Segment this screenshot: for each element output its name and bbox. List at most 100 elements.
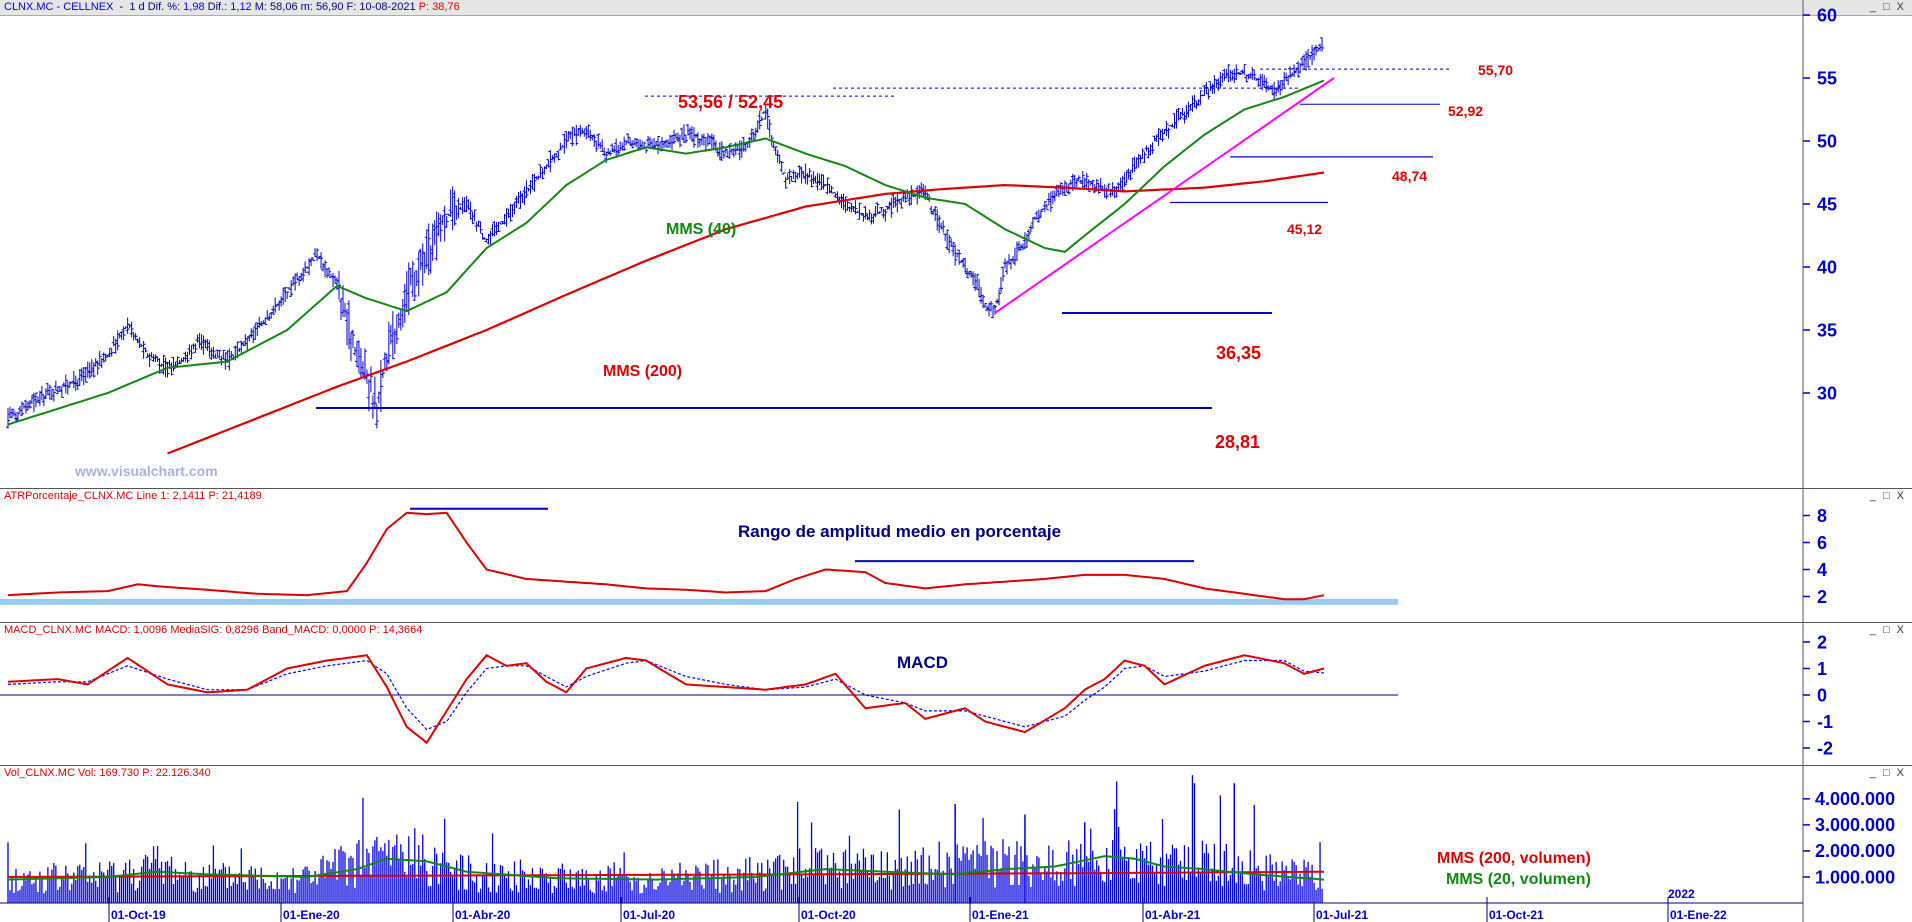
min-label: m: [300, 1, 313, 13]
y-tick-label: 2 [1817, 632, 1827, 652]
macd-title-p-value: 14,3664 [382, 624, 423, 636]
atr-pane-title: ATRPorcentaje_CLNX.MC Line 1: 2,1411 P: … [4, 490, 262, 502]
annotation-label: 45,12 [1287, 221, 1322, 237]
price-header-bar [0, 0, 1912, 16]
macd-line [7, 654, 1325, 745]
dif-pct-label: Dif. %: [147, 1, 181, 13]
y-tick-label: 30 [1817, 383, 1837, 403]
macd-chart[interactable]: 2 1 0 -1 -2 MACD [0, 623, 1912, 766]
volume-pane: Vol_CLNX.MC Vol: 169.730 P: 22.126.340 _… [0, 766, 1912, 922]
x-tick-label: 01-Oct-20 [801, 908, 856, 922]
vol-title-p: P: [142, 767, 153, 779]
volume-mms200-label: MMS (200, volumen) [1437, 850, 1591, 867]
price-pane-title: CLNX.MC - CELLNEX - 1 d Dif. %: 1,98 Dif… [4, 1, 460, 13]
vol-title-p-value: 22.126.340 [155, 767, 211, 779]
y-tick-label: 40 [1817, 257, 1837, 277]
annotation-label: MMS (40) [666, 221, 736, 238]
y-tick-label: 3.000.000 [1815, 815, 1895, 835]
y-tick-label: -1 [1817, 712, 1833, 732]
annotation-label: 36,35 [1216, 343, 1261, 363]
date-label: F: [346, 1, 357, 13]
annotation-label: 55,70 [1478, 62, 1513, 78]
volume-window-buttons[interactable]: _ □ X [1869, 767, 1906, 779]
vol-title-vol: Vol: [77, 767, 97, 779]
annotation-label: 48,74 [1392, 168, 1427, 184]
x-tick-label: 01-Ene-21 [972, 908, 1029, 922]
volume-pane-title: Vol_CLNX.MC Vol: 169.730 P: 22.126.340 [4, 767, 211, 779]
annotation-label: 53,56 / 52,45 [678, 92, 783, 112]
atr-title-name: ATRPorcentaje_CLNX.MC [4, 490, 134, 502]
y-tick-label: 6 [1817, 533, 1827, 553]
y-tick-label: 2 [1817, 587, 1827, 607]
price-chart[interactable]: 60 55 50 45 40 35 30 53,56 / 52,45 55,70 52,92 48,… [0, 0, 1912, 489]
volume-mms20-label: MMS (20, volumen) [1446, 871, 1591, 888]
macd-title-p: P: [369, 624, 380, 636]
symbol-name: CLNX.MC - CELLNEX [4, 1, 114, 13]
vol-title-vol-value: 169.730 [99, 767, 140, 779]
x-tick-label: 01-Jul-20 [623, 908, 675, 922]
x-tick-label: 01-Oct-21 [1489, 908, 1544, 922]
watermark: www.visualchart.com [74, 463, 218, 479]
price-window-buttons[interactable]: _ □ X [1869, 1, 1906, 13]
macd-pane-title: MACD_CLNX.MC MACD: 1,0096 MediaSIG: 0,82… [4, 624, 422, 636]
annotation-label: 52,92 [1448, 103, 1483, 119]
macd-title-macd: MACD: [95, 624, 131, 636]
atr-window-buttons[interactable]: _ □ X [1869, 490, 1906, 502]
mms200-line [167, 171, 1325, 455]
macd-title-sig-value: 0,8296 [225, 624, 259, 636]
x-tick-label: 01-Oct-19 [111, 908, 166, 922]
y-tick-label: -2 [1817, 738, 1833, 758]
macd-title-name: MACD_CLNX.MC [4, 624, 93, 636]
atr-title-p: P: [208, 490, 219, 502]
trendline [994, 77, 1335, 314]
volume-mms20-line [7, 855, 1325, 881]
y-tick-label: 2.000.000 [1815, 841, 1895, 861]
macd-title-macd-value: 1,0096 [133, 624, 168, 636]
date-value: 10-08-2021 [359, 1, 416, 13]
vol-title-name: Vol_CLNX.MC [4, 767, 75, 779]
macd-title-band-value: 0,0000 [332, 624, 367, 636]
macd-label: MACD [897, 653, 948, 672]
atr-title-p-value: 21,4189 [221, 490, 262, 502]
y-tick-label: 50 [1817, 131, 1837, 151]
annotation-label: MMS (200) [603, 363, 682, 380]
macd-window-buttons[interactable]: _ □ X [1869, 624, 1906, 636]
price-pane: CLNX.MC - CELLNEX - 1 d Dif. %: 1,98 Dif… [0, 0, 1912, 489]
max-label: M: [254, 1, 267, 13]
y-tick-label: 60 [1817, 5, 1837, 25]
atr-pane: ATRPorcentaje_CLNX.MC Line 1: 2,1411 P: … [0, 489, 1912, 623]
atr-title-line-value: 2,1411 [172, 490, 206, 502]
dif-pct-value: 1,98 [183, 1, 205, 13]
atr-label: Rango de amplitud medio en porcentaje [738, 522, 1061, 541]
per-label: P: [418, 1, 430, 13]
x-tick-label: 01-Abr-20 [455, 908, 511, 922]
atr-line [7, 511, 1325, 601]
per-value: 38,76 [432, 1, 460, 13]
mms40-line [7, 79, 1325, 426]
x-extra-label: 2022 [1668, 887, 1695, 901]
macd-title-band: Band_MACD: [262, 624, 330, 636]
y-tick-label: 8 [1817, 506, 1827, 526]
macd-title-sig: MediaSIG: [170, 624, 223, 636]
volume-mms200-line [7, 870, 1324, 878]
x-tick-label: 01-Abr-21 [1145, 908, 1201, 922]
atr-chart[interactable]: 8 6 4 2 Rango de amplitud medio en porcentaj… [0, 489, 1912, 623]
atr-baseline-band [0, 598, 1398, 605]
x-tick-label: 01-Ene-22 [1670, 908, 1727, 922]
max-value: 58,06 [270, 1, 298, 13]
x-tick-label: 01-Ene-20 [283, 908, 340, 922]
macd-signal-line [7, 659, 1325, 731]
min-value: 56,90 [315, 1, 344, 13]
atr-title-line: Line 1: [136, 490, 170, 502]
y-tick-label: 4.000.000 [1815, 789, 1895, 809]
y-tick-label: 35 [1817, 320, 1837, 340]
y-tick-label: 55 [1817, 68, 1837, 88]
y-tick-label: 1 [1817, 659, 1827, 679]
y-tick-label: 45 [1817, 194, 1837, 214]
dif-label: Dif.: [207, 1, 228, 13]
macd-pane: MACD_CLNX.MC MACD: 1,0096 MediaSIG: 0,82… [0, 623, 1912, 766]
y-tick-label: 0 [1817, 685, 1827, 705]
volume-chart[interactable]: 4.000.000 3.000.000 2.000.000 1.000.000 MMS … [0, 766, 1912, 922]
annotation-label: 28,81 [1215, 432, 1260, 452]
dif-value: 1,12 [230, 1, 252, 13]
